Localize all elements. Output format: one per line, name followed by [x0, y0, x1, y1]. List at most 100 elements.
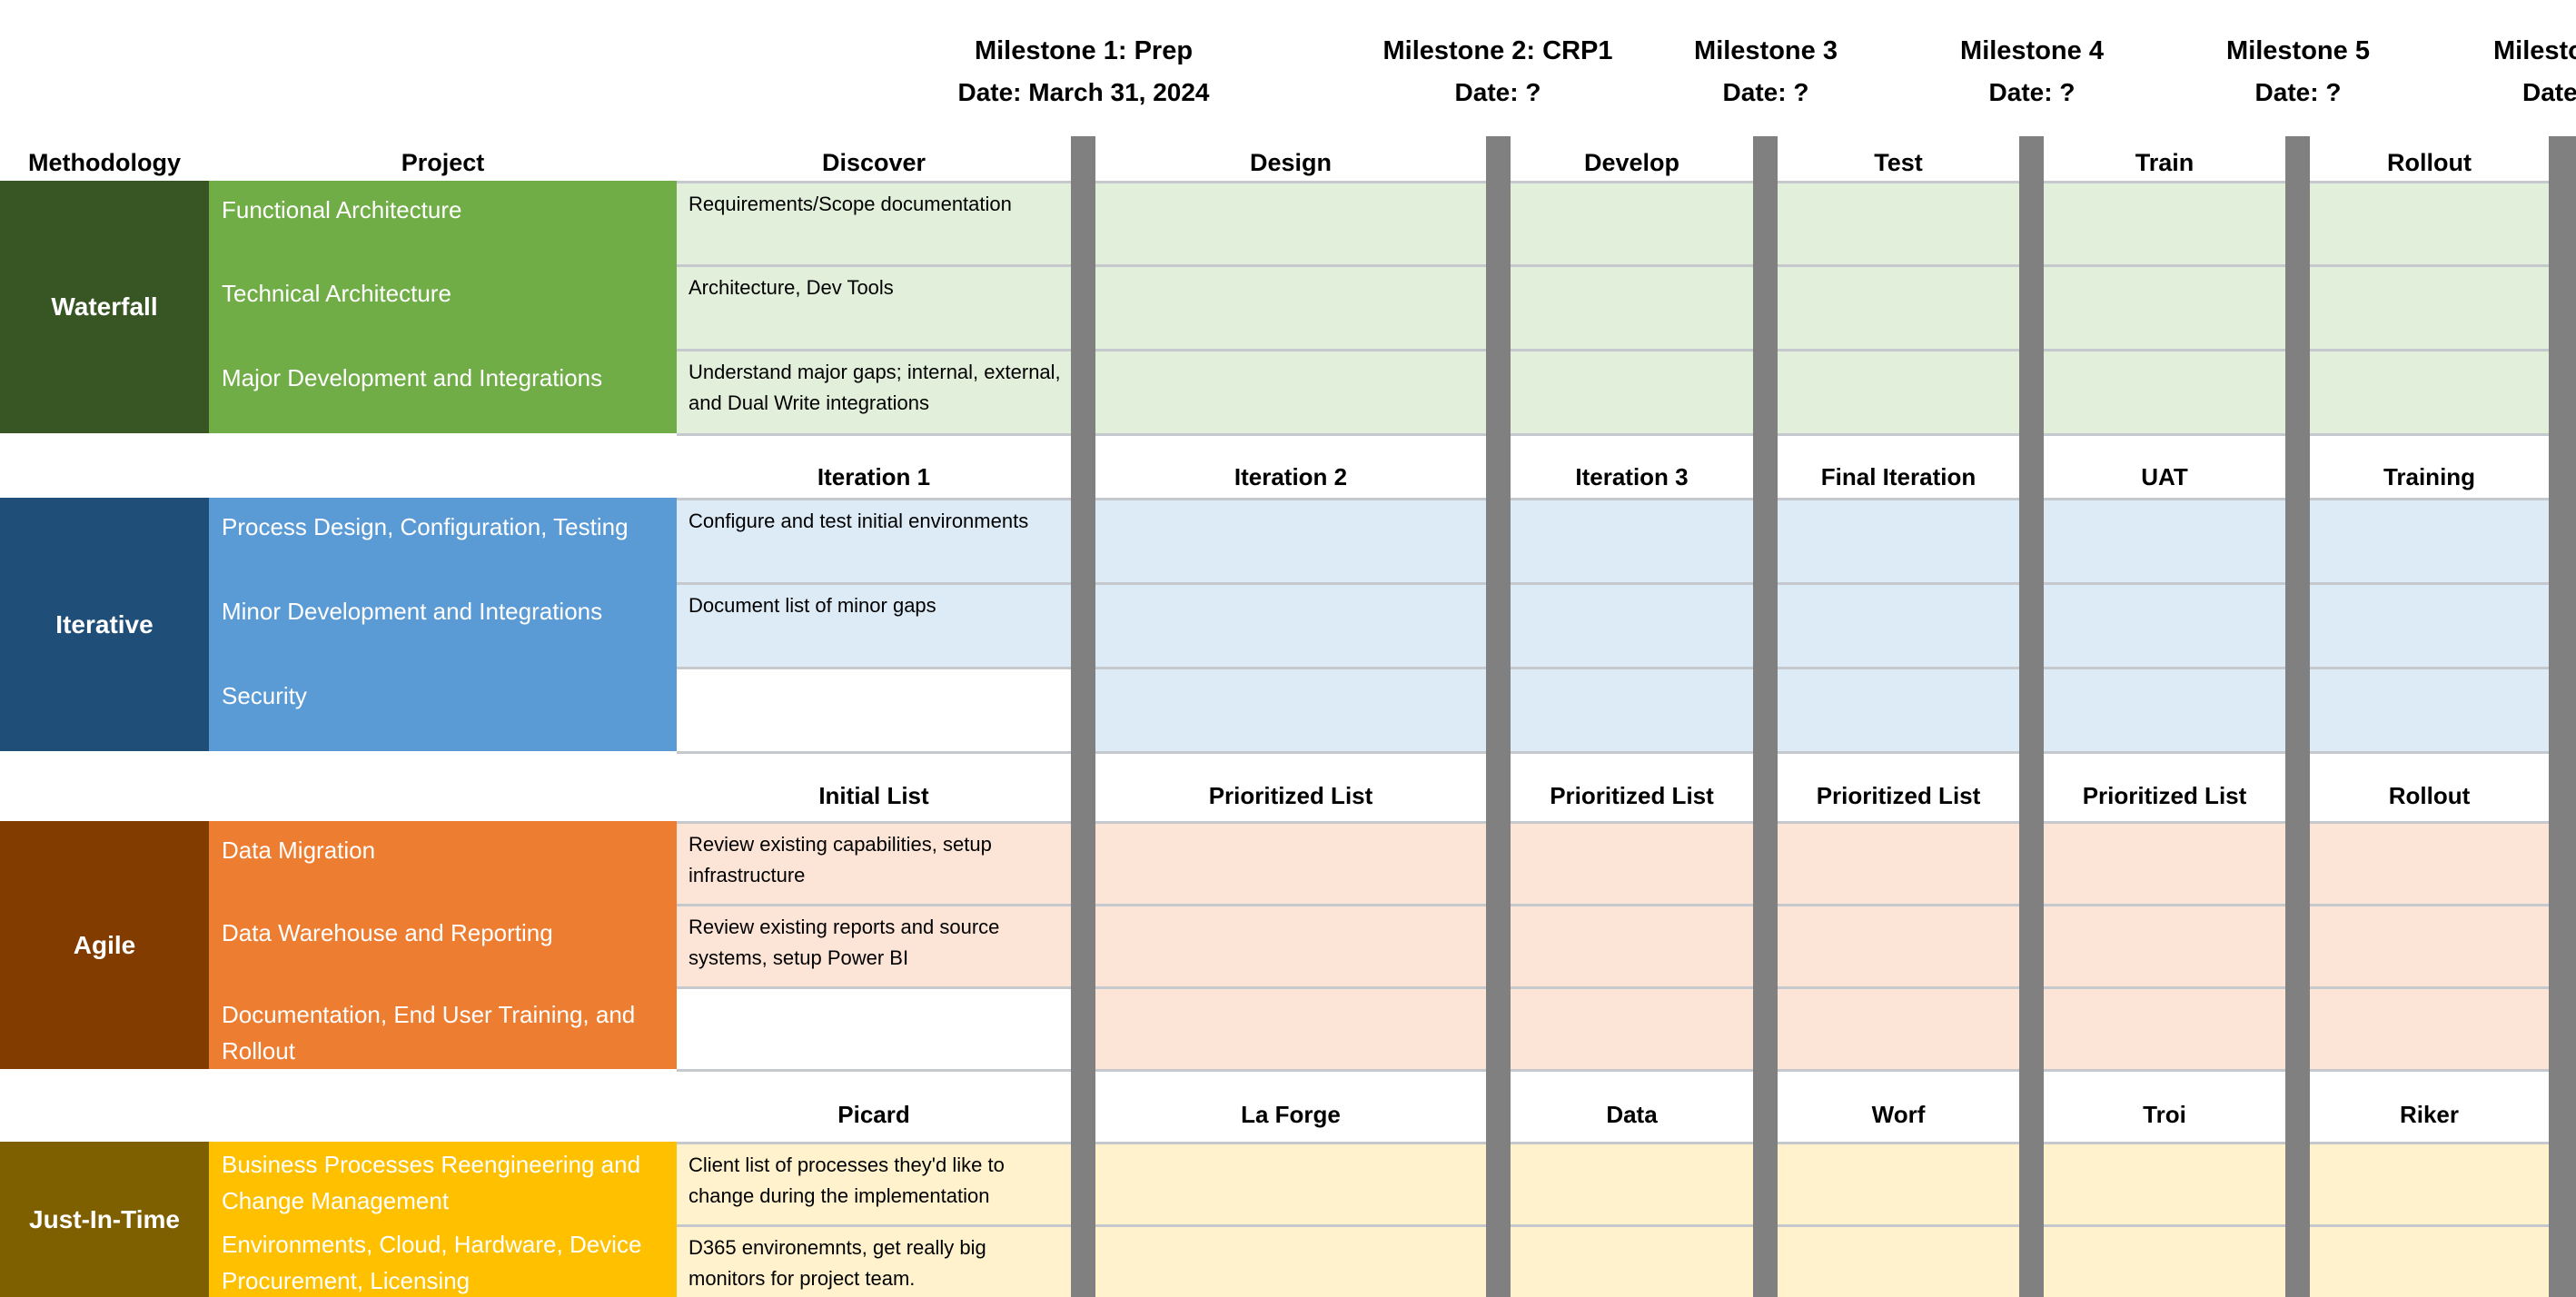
row-grid-line: [677, 1224, 2576, 1227]
iterative-subphase-4: Final Iteration: [1820, 462, 1977, 490]
waterfall-discover-note-3: Understand major gaps; internal, externa…: [677, 349, 1071, 433]
iterative-discover-note-1: Configure and test initial environments: [677, 498, 1071, 582]
iterative-project-3: Security: [222, 682, 307, 709]
agile-subphase-1: Initial List: [818, 781, 929, 809]
milestone-separator-bar-6: [2549, 136, 2576, 1297]
waterfall-project-block: [209, 181, 677, 433]
row-grid-line: [677, 667, 2576, 669]
milestone-4-title: Milestone 4: [1960, 36, 2104, 65]
waterfall-test-fill: [1778, 181, 2019, 433]
row-grid-line: [677, 904, 2576, 906]
waterfall-train-fill: [2044, 181, 2285, 433]
jit-test-fill: [1778, 1142, 2019, 1297]
iterative-project-1: Process Design, Configuration, Testing: [222, 513, 629, 540]
milestone-1-date: Date: March 31, 2024: [957, 78, 1210, 106]
agile-project-3: Documentation, End User Training, and Ro…: [222, 1001, 636, 1064]
jit-design-fill: [1095, 1142, 1486, 1297]
jit-project-2: Environments, Cloud, Hardware, Device Pr…: [222, 1231, 642, 1294]
row-grid-line: [677, 1142, 2576, 1144]
milestone-2-date: Date: ?: [1454, 78, 1541, 106]
jit-methodology-cell: Just-In-Time: [0, 1142, 209, 1297]
column-header-rollout: Rollout: [2387, 148, 2472, 176]
jit-subphase-4: Worf: [1871, 1100, 1926, 1128]
row-grid-line: [677, 264, 2576, 267]
jit-subphase-6: Riker: [2399, 1100, 2460, 1128]
waterfall-develop-fill: [1511, 181, 1753, 433]
row-grid-line: [677, 986, 2576, 989]
agile-test-fill: [1778, 821, 2019, 1069]
row-grid-line: [677, 1069, 2576, 1072]
iterative-subphase-1: Iteration 1: [817, 462, 931, 490]
agile-methodology-cell: Agile: [0, 821, 209, 1069]
row-grid-line: [677, 498, 2576, 500]
milestone-separator-bar-1: [1071, 136, 1095, 1297]
agile-subphase-2: Prioritized List: [1208, 781, 1373, 809]
waterfall-methodology-cell: Waterfall: [0, 181, 209, 433]
milestone-separator-bar-4: [2019, 136, 2044, 1297]
milestone-4-date: Date: ?: [1988, 78, 2076, 106]
column-header-discover: Discover: [821, 148, 926, 176]
agile-project-2: Data Warehouse and Reporting: [222, 919, 553, 946]
jit-rollout-fill: [2310, 1142, 2549, 1297]
jit-train-fill: [2044, 1142, 2285, 1297]
agile-subphase-4: Prioritized List: [1816, 781, 1981, 809]
agile-discover-note-2: Review existing reports and source syste…: [677, 904, 1071, 986]
milestone-6-date: Date: [2522, 78, 2576, 106]
jit-subphase-1: Picard: [837, 1100, 910, 1128]
iterative-subphase-3: Iteration 3: [1575, 462, 1689, 490]
column-header-test: Test: [1874, 148, 1923, 176]
waterfall-design-fill: [1095, 181, 1486, 433]
column-header-methodology: Methodology: [28, 148, 181, 176]
row-grid-line: [677, 181, 2576, 183]
iterative-train-fill: [2044, 498, 2285, 751]
waterfall-discover-note-2: Architecture, Dev Tools: [677, 264, 1071, 349]
jit-project-block: [209, 1142, 677, 1297]
agile-develop-fill: [1511, 821, 1753, 1069]
column-header-develop: Develop: [1583, 148, 1680, 176]
agile-rollout-fill: [2310, 821, 2549, 1069]
agile-project-1: Data Migration: [222, 837, 376, 864]
milestone-separator-bar-5: [2285, 136, 2310, 1297]
row-grid-line: [677, 349, 2576, 351]
milestone-3-date: Date: ?: [1722, 78, 1809, 106]
milestone-separator-bar-3: [1753, 136, 1778, 1297]
iterative-subphase-6: Training: [2383, 462, 2476, 490]
column-header-design: Design: [1249, 148, 1333, 176]
jit-project-1: Business Processes Reengineering and Cha…: [222, 1151, 641, 1214]
iterative-rollout-fill: [2310, 498, 2549, 751]
row-grid-line: [677, 433, 2576, 436]
iterative-project-block: [209, 498, 677, 751]
waterfall-project-2: Technical Architecture: [222, 280, 451, 307]
agile-subphase-3: Prioritized List: [1550, 781, 1714, 809]
milestone-5-title: Milestone 5: [2226, 36, 2370, 65]
agile-train-fill: [2044, 821, 2285, 1069]
iterative-test-fill: [1778, 498, 2019, 751]
iterative-subphase-2: Iteration 2: [1234, 462, 1348, 490]
iterative-design-fill: [1095, 498, 1486, 751]
waterfall-project-3: Major Development and Integrations: [222, 364, 603, 391]
agile-design-fill: [1095, 821, 1486, 1069]
row-grid-line: [677, 582, 2576, 585]
iterative-discover-note-2: Document list of minor gaps: [677, 582, 1071, 667]
jit-subphase-3: Data: [1606, 1100, 1658, 1128]
jit-subphase-2: La Forge: [1241, 1100, 1341, 1128]
milestone-2-title: Milestone 2: CRP1: [1382, 36, 1613, 65]
jit-develop-fill: [1511, 1142, 1753, 1297]
waterfall-rollout-fill: [2310, 181, 2549, 433]
agile-subphase-6: Rollout: [2388, 781, 2471, 809]
iterative-subphase-5: UAT: [2141, 462, 2188, 490]
agile-project-block: [209, 821, 677, 1069]
column-header-train: Train: [2135, 148, 2195, 176]
jit-discover-note-2: D365 environemnts, get really big monito…: [677, 1224, 1071, 1297]
jit-discover-note-1: Client list of processes they'd like to …: [677, 1142, 1071, 1224]
waterfall-discover-note-1: Requirements/Scope documentation: [677, 181, 1071, 264]
row-grid-line: [677, 751, 2576, 754]
column-header-project: Project: [401, 148, 485, 176]
iterative-methodology-cell: Iterative: [0, 498, 209, 751]
agile-subphase-5: Prioritized List: [2082, 781, 2247, 809]
jit-subphase-5: Troi: [2143, 1100, 2186, 1128]
iterative-project-2: Minor Development and Integrations: [222, 598, 603, 625]
agile-discover-note-1: Review existing capabilities, setup infr…: [677, 821, 1071, 904]
waterfall-project-1: Functional Architecture: [222, 196, 462, 223]
